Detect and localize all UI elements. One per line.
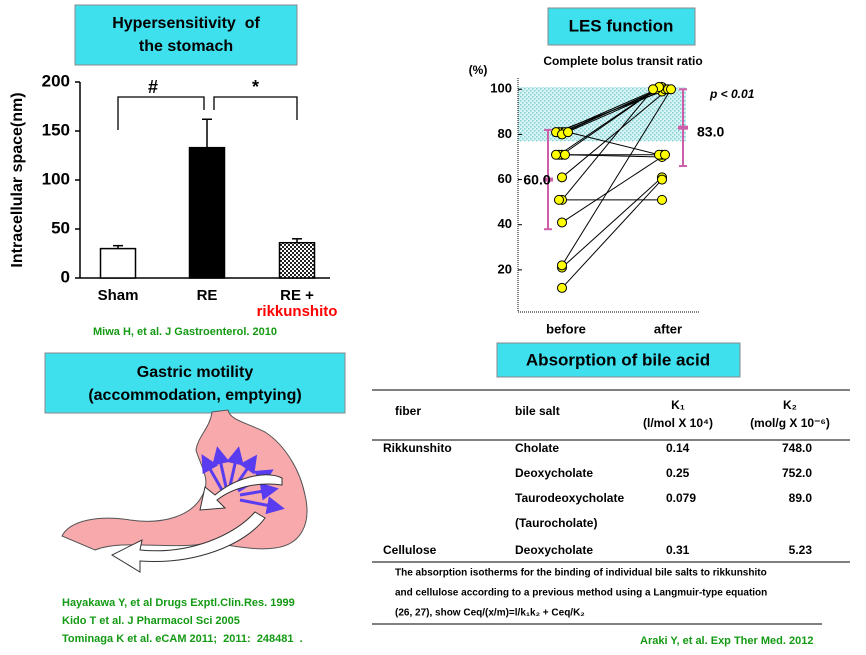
column-header: K₂ [783, 398, 797, 412]
chart-subtitle: Complete bolus transit ratio [543, 54, 702, 68]
table-note: The absorption isotherms for the binding… [395, 568, 767, 579]
x-tick-label: before [546, 321, 586, 336]
data-point [660, 149, 670, 160]
table-cell: 748.0 [782, 441, 812, 455]
column-header: K₁ [671, 398, 685, 412]
significance-bracket [213, 96, 298, 120]
y-tick-label: 20 [498, 261, 512, 276]
column-unit: (l/mol X 10⁴) [643, 416, 713, 430]
table-cell: 752.0 [782, 466, 812, 480]
annotation: p < 0.01 [709, 87, 755, 101]
data-point [551, 149, 561, 160]
data-point [666, 84, 676, 95]
y-axis-label: Intracellular space(nm) [9, 92, 26, 267]
table-cell: 0.14 [666, 441, 690, 455]
data-point [554, 194, 564, 205]
x-tick-label: after [654, 321, 682, 336]
pair-line [561, 88, 666, 135]
table-cell: Cholate [515, 441, 559, 455]
data-point [557, 172, 567, 183]
citation: Araki Y, et al. Exp Ther Med. 2012 [640, 635, 813, 647]
pair-line [561, 176, 663, 268]
chart-title: Hypersensitivity of [112, 15, 260, 32]
citation: Kido T et al. J Pharmacol Sci 2005 [62, 615, 240, 627]
y-tick-label: 50 [51, 218, 70, 237]
data-point [557, 260, 567, 271]
title-box [44, 352, 346, 414]
mean-label: 83.0 [697, 123, 724, 139]
y-tick-label: 60 [498, 171, 512, 186]
significance-label: * [252, 77, 259, 97]
table-cell: Deoxycholate [515, 466, 593, 480]
y-tick-label: 100 [490, 81, 512, 96]
table-note: and cellulose according to a previous me… [395, 588, 767, 599]
bar [99, 247, 137, 279]
y-tick-label: 200 [42, 71, 70, 90]
stomach-illustration [61, 409, 308, 573]
table-cell: Cellulose [383, 543, 437, 557]
chart-title: the stomach [139, 38, 233, 55]
pair-line [561, 88, 669, 178]
panel-title: Gastric motility [137, 364, 254, 381]
table-cell: Rikkunshito [383, 441, 452, 455]
panel-title: (accommodation, emptying) [88, 387, 301, 404]
table-cell: 0.25 [666, 466, 690, 480]
mean-label: 60.0 [523, 171, 550, 187]
pair-line [567, 131, 660, 156]
column-header: bile salt [515, 404, 560, 418]
category-note: rikkunshito [257, 303, 338, 320]
pair-line [558, 86, 660, 156]
table-title: Absorption of bile acid [526, 350, 710, 369]
y-tick-label: 0 [61, 267, 70, 286]
citation: Hayakawa Y, et al Drugs Exptl.Clin.Res. … [62, 597, 295, 609]
chart-title: LES function [569, 16, 674, 35]
pair-line [561, 154, 666, 223]
table-cell: 89.0 [789, 491, 813, 505]
bar [278, 241, 316, 279]
column-header: fiber [395, 404, 421, 418]
data-point [657, 194, 667, 205]
y-axis-label: (%) [469, 63, 488, 77]
y-tick-label: 100 [42, 169, 70, 188]
citation: Tominaga K et al. eCAM 2011; 2011: 24848… [62, 633, 303, 645]
data-point [560, 149, 570, 160]
pair-line [561, 89, 672, 266]
bar [188, 146, 226, 279]
significance-label: # [148, 77, 158, 97]
table-cell: 0.31 [666, 543, 690, 557]
y-tick-label: 40 [498, 216, 512, 231]
data-point [557, 217, 567, 228]
x-tick-label: Sham [98, 287, 139, 304]
table-cell: 5.23 [789, 543, 813, 557]
title-box [496, 342, 741, 378]
pair-line [561, 88, 654, 201]
data-point [657, 174, 667, 185]
column-unit: (mol/g X 10⁻⁶) [750, 416, 830, 430]
table-cell: Taurodeoxycholate [515, 491, 624, 505]
x-tick-label: RE [197, 287, 218, 304]
data-point [557, 282, 567, 293]
pair-line [561, 179, 663, 289]
table-cell: Deoxycholate [515, 543, 593, 557]
table-note: (26, 27), show Ceq/(x/m)=l/k₁k₂ + Ceq/K₂ [395, 608, 585, 619]
citation: Miwa H, et al. J Gastroenterol. 2010 [93, 326, 277, 338]
title-box [547, 7, 696, 46]
y-tick-label: 80 [498, 126, 512, 141]
title-box [74, 4, 298, 66]
y-tick-label: 150 [42, 120, 70, 139]
x-tick-label: RE + [280, 287, 314, 304]
data-point [563, 127, 573, 138]
data-point [648, 84, 658, 95]
table-cell: (Taurocholate) [515, 516, 597, 530]
significance-bracket [117, 96, 205, 130]
table-cell: 0.079 [666, 491, 696, 505]
